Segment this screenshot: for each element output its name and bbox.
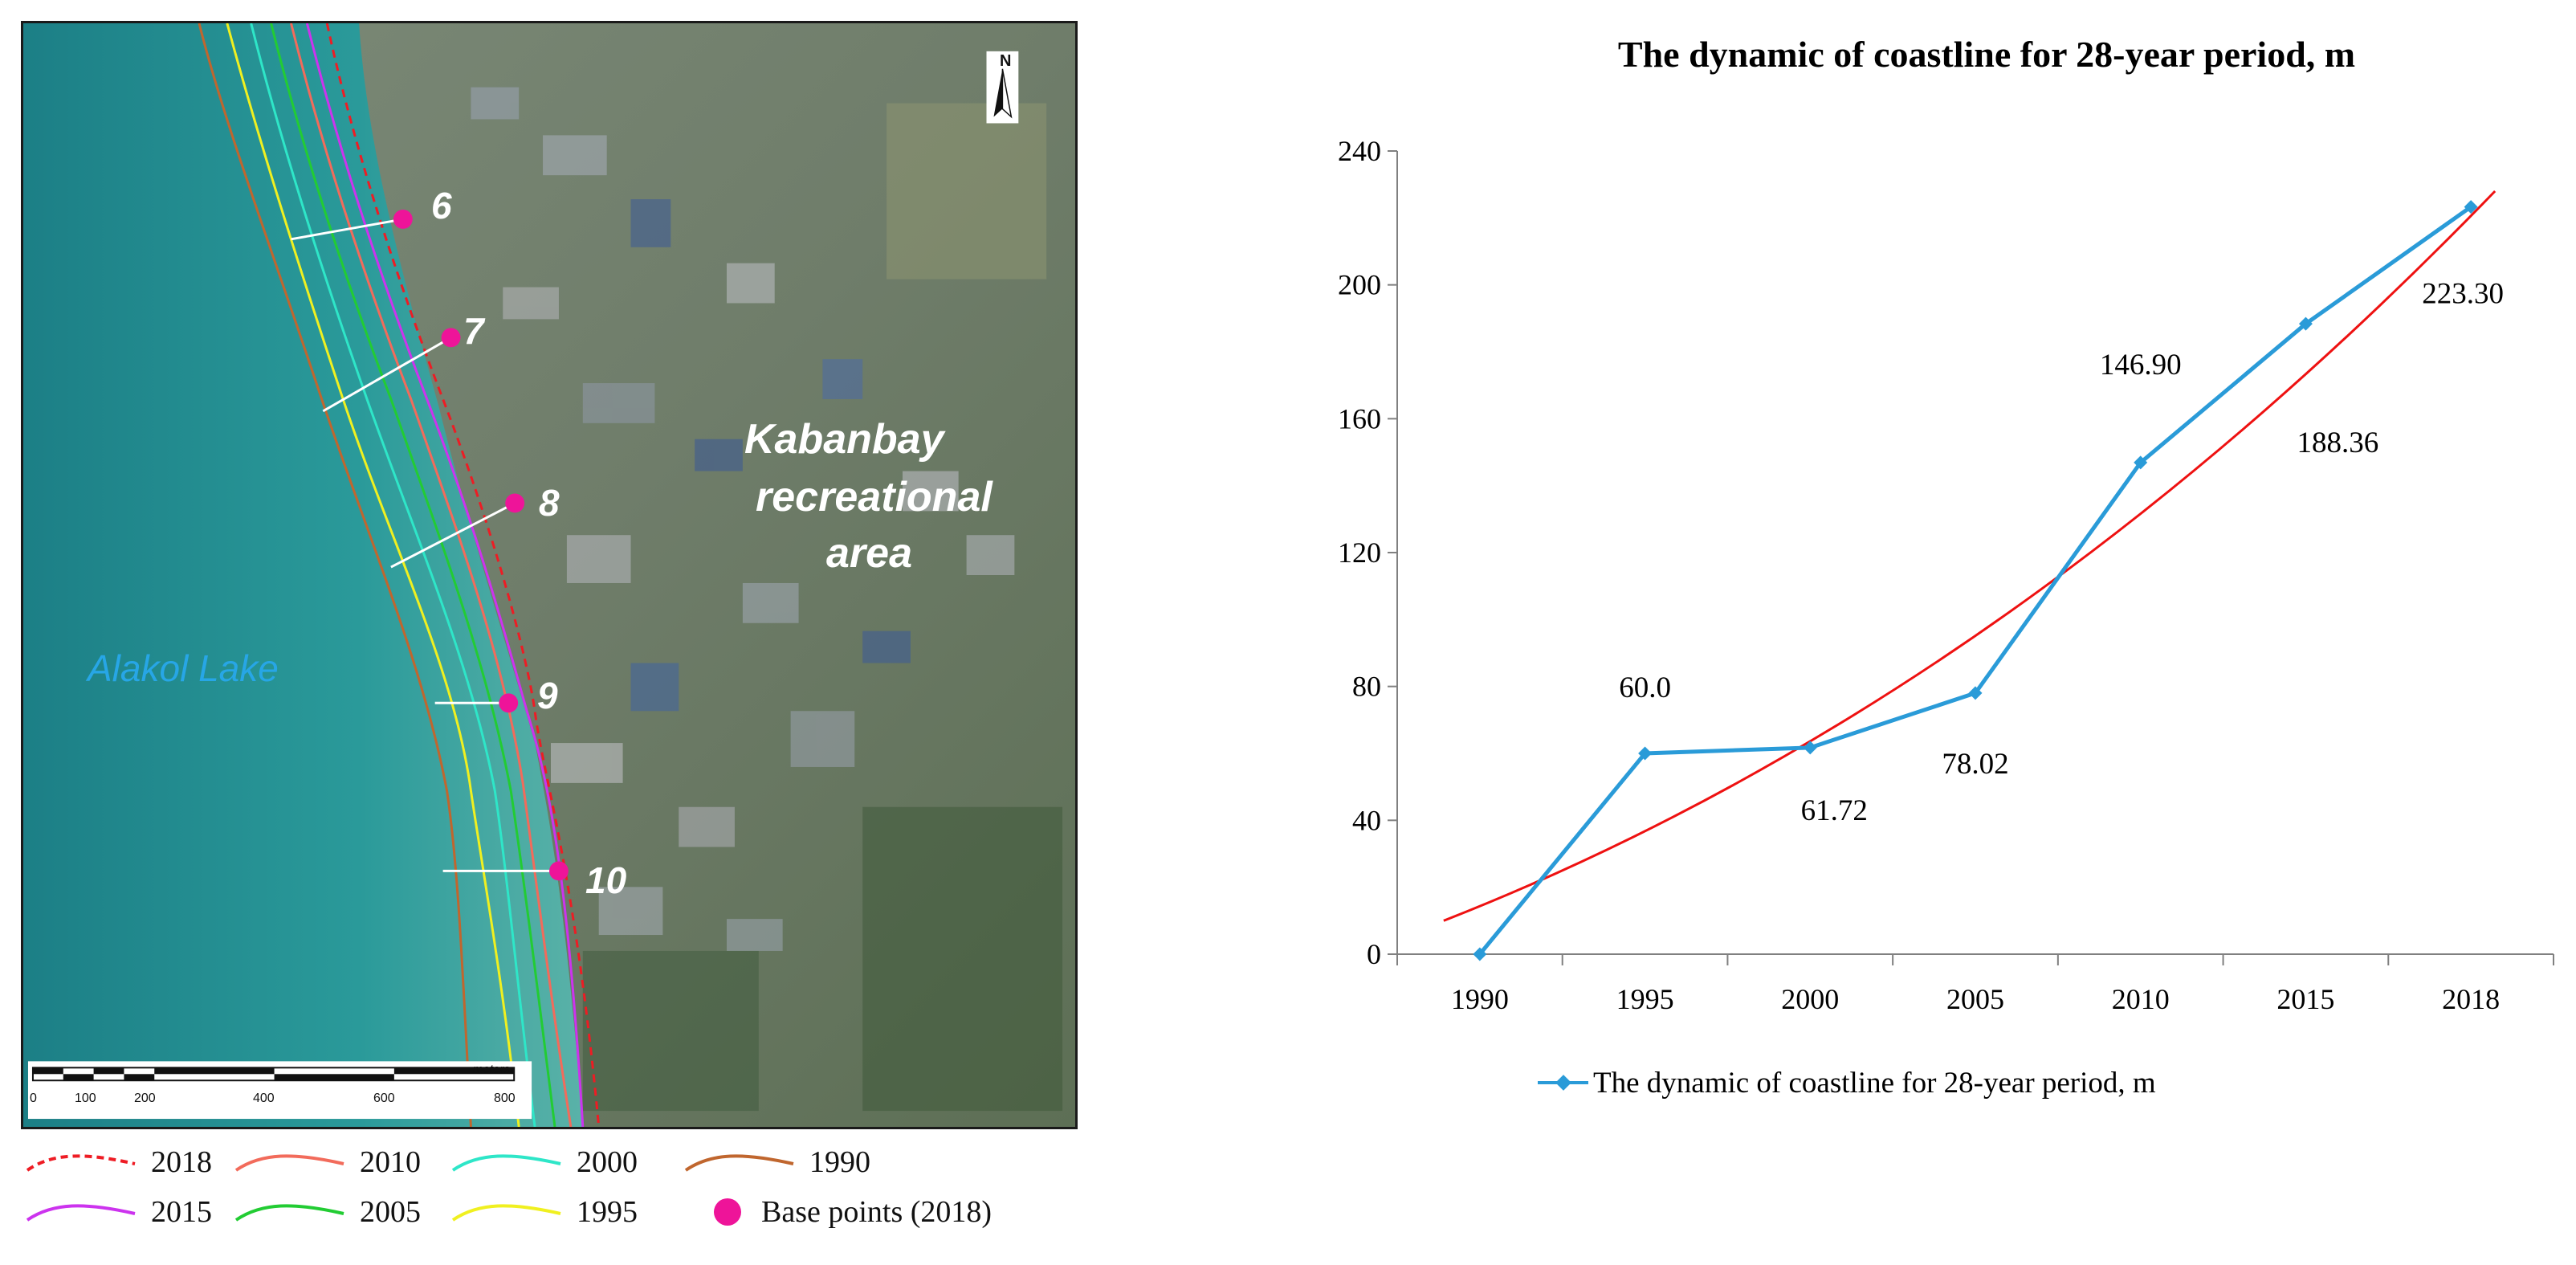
legend-label-2005: 2005 — [360, 1195, 421, 1229]
data-label-2010: 146.90 — [2100, 349, 2182, 382]
satellite-map: N meters 0 100 200 400 600 800 6 7 8 9 1… — [21, 21, 1078, 1129]
scale-bar — [27, 1061, 532, 1120]
x-tick-label-2015: 2015 — [2276, 983, 2334, 1015]
legend-label-1990: 1990 — [809, 1145, 870, 1179]
north-arrow — [986, 51, 1019, 124]
data-point-2005 — [1968, 686, 1983, 700]
place-label-1: Kabanbay — [744, 416, 944, 463]
legend-item-2015: 2015 — [21, 1189, 212, 1235]
coastline-2010 — [290, 23, 573, 1127]
legend-label-2015: 2015 — [151, 1195, 212, 1229]
base-point-label-10: 10 — [585, 859, 627, 901]
base-points — [393, 209, 569, 881]
legend-swatch-2018 — [26, 1154, 136, 1172]
scale-tick-400: 400 — [253, 1092, 275, 1105]
y-tick-label-160: 160 — [1338, 402, 1381, 435]
coastline-1990 — [198, 23, 472, 1127]
legend-item-base-points: Base points (2018) — [703, 1189, 992, 1235]
coastline-chart: The dynamic of coastline for 28-year per… — [1338, 34, 2554, 1100]
map-image — [23, 23, 1075, 1127]
chart-title: The dynamic of coastline for 28-year per… — [1618, 34, 2355, 75]
legend-marker-swatch — [1555, 1075, 1571, 1091]
north-label: N — [1000, 52, 1012, 70]
base-point-label-7: 7 — [463, 310, 484, 352]
legend-item-2010: 2010 — [230, 1139, 421, 1185]
map-legend: 2018 2010 2000 1990 2015 2005 1995 Base … — [21, 1139, 1078, 1259]
data-point-2015 — [2298, 316, 2313, 331]
x-tick-label-1990: 1990 — [1451, 983, 1509, 1015]
legend-item-2000: 2000 — [446, 1139, 638, 1185]
place-label-3: area — [826, 530, 912, 577]
legend-item-2018: 2018 — [21, 1139, 212, 1185]
legend-swatch-base-points — [714, 1198, 741, 1226]
data-label-2015: 188.36 — [2297, 426, 2379, 459]
legend-swatch-1990 — [684, 1154, 794, 1172]
legend-item-2005: 2005 — [230, 1189, 421, 1235]
data-label-2018: 223.30 — [2422, 278, 2504, 311]
transects — [291, 218, 559, 872]
scale-tick-100: 100 — [75, 1092, 96, 1105]
coastline-2005 — [270, 23, 556, 1127]
series-line — [1478, 205, 2472, 956]
coastline-2015 — [305, 23, 585, 1127]
y-tick-label-0: 0 — [1367, 938, 1381, 970]
legend-label-2010: 2010 — [360, 1145, 421, 1179]
x-tick-label-2005: 2005 — [1946, 983, 2004, 1015]
y-tick-label-120: 120 — [1338, 537, 1381, 569]
base-point-label-8: 8 — [539, 482, 560, 524]
coastline-2000 — [250, 23, 536, 1127]
y-tick-label-40: 40 — [1352, 804, 1381, 836]
scale-unit-label: meters — [473, 1063, 510, 1076]
lake-label: Alakol Lake — [88, 647, 279, 689]
data-point-1995 — [1638, 746, 1653, 761]
base-point-label-9: 9 — [537, 675, 558, 716]
x-tick-label-1995: 1995 — [1616, 983, 1674, 1015]
legend-item-1995: 1995 — [446, 1189, 638, 1235]
y-tick-label-200: 200 — [1338, 269, 1381, 301]
y-tick-label-80: 80 — [1352, 671, 1381, 703]
x-tick-label-2000: 2000 — [1781, 983, 1839, 1015]
base-point-label-6: 6 — [431, 185, 452, 226]
scale-tick-600: 600 — [373, 1092, 395, 1105]
legend-label-2000: 2000 — [577, 1145, 638, 1179]
x-tick-label-2018: 2018 — [2442, 983, 2500, 1015]
x-tick-label-2010: 2010 — [2112, 983, 2170, 1015]
coastlines — [198, 23, 601, 1127]
coastline-2018 — [325, 23, 601, 1127]
legend-swatch-2010 — [234, 1154, 344, 1172]
town-blocks — [471, 87, 1015, 951]
data-point-2010 — [2134, 455, 2148, 470]
y-tick-label-240: 240 — [1338, 135, 1381, 167]
legend-label-2018: 2018 — [151, 1145, 212, 1179]
place-label-2: recreational — [756, 474, 992, 520]
trendline — [1443, 190, 2497, 922]
legend-swatch-1995 — [451, 1204, 561, 1222]
scale-tick-0: 0 — [30, 1092, 37, 1105]
legend-swatch-2015 — [26, 1204, 136, 1222]
scale-tick-200: 200 — [134, 1092, 156, 1105]
legend-label-1995: 1995 — [577, 1195, 638, 1229]
lake-water — [23, 23, 583, 1127]
legend-item-1990: 1990 — [679, 1139, 870, 1185]
data-label-2005: 78.02 — [1942, 748, 2008, 781]
scale-tick-800: 800 — [494, 1092, 516, 1105]
legend-swatch-2005 — [234, 1204, 344, 1222]
chart-legend: The dynamic of coastline for 28-year per… — [1538, 1067, 2156, 1100]
coastline-1995 — [226, 23, 520, 1127]
legend-label: The dynamic of coastline for 28-year per… — [1593, 1067, 2156, 1100]
data-label-2000: 61.72 — [1801, 794, 1868, 827]
data-label-1995: 60.0 — [1619, 671, 1671, 704]
legend-label-base-points: Base points (2018) — [761, 1195, 992, 1229]
legend-swatch-2000 — [451, 1154, 561, 1172]
